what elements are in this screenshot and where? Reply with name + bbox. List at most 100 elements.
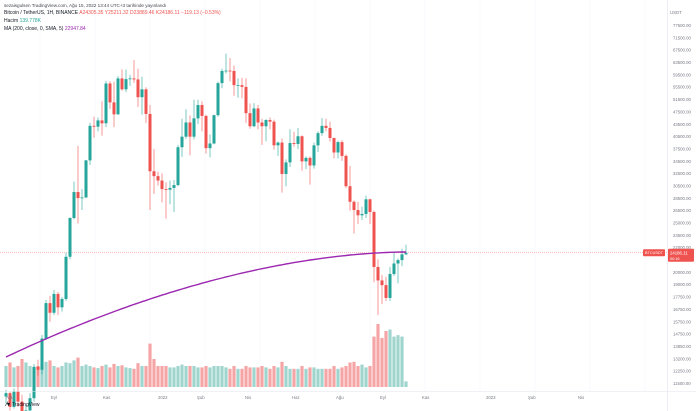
candle-body	[144, 89, 148, 114]
candle-body	[372, 211, 376, 267]
candle-body	[52, 293, 56, 313]
candle-body	[268, 120, 272, 122]
volume-bar	[28, 366, 32, 387]
candle	[376, 259, 380, 315]
candle	[40, 334, 44, 375]
price-marker-value: 24186.11	[670, 250, 688, 255]
ma-legend[interactable]: MA (200, close, 0, SMA, 5) 22947.84	[4, 26, 86, 33]
symbol-legend[interactable]: Bitcoin / TetherUS, 1H, BINANCE A24305.3…	[4, 10, 221, 17]
volume-bar	[252, 367, 256, 387]
price-tick-label: 13200.00	[673, 356, 692, 361]
candle	[84, 159, 88, 199]
candle-body	[64, 256, 68, 299]
price-tick-label: 15750.00	[673, 319, 692, 324]
candle	[288, 129, 292, 168]
candle	[108, 81, 112, 109]
candle-body	[196, 105, 200, 119]
candle	[384, 276, 388, 302]
volume-legend[interactable]: Hacim 139.778K	[4, 18, 41, 25]
price-tick-label: 25000.00	[673, 221, 692, 226]
candle	[124, 69, 128, 93]
volume-bar	[112, 363, 116, 387]
candle-body	[312, 145, 316, 166]
tradingview-logo[interactable]: ⁄▾ TradingView	[6, 401, 40, 409]
candle-body	[108, 83, 112, 103]
candle	[228, 57, 232, 82]
candle	[336, 140, 340, 159]
volume-bar	[132, 368, 136, 387]
volume-bar	[336, 368, 340, 387]
volume-bar	[320, 368, 324, 387]
volume-bar	[100, 366, 104, 387]
candle	[392, 251, 396, 276]
candle	[116, 76, 120, 115]
volume-bar	[300, 366, 304, 387]
volume-bar	[372, 336, 376, 387]
candle-body	[280, 142, 284, 174]
volume-bar	[204, 366, 208, 387]
candle	[276, 141, 280, 156]
volume-bar	[304, 368, 308, 387]
time-tick-label: Şub	[197, 395, 205, 400]
candle	[264, 119, 268, 142]
candle-body	[36, 366, 40, 370]
volume-bar	[400, 336, 404, 387]
volume-bar	[120, 365, 124, 387]
volume-bar	[160, 366, 164, 387]
candle	[164, 182, 168, 219]
volume-bar	[168, 367, 172, 387]
candle	[72, 181, 76, 220]
volume-bar	[176, 366, 180, 387]
candle-body	[104, 83, 108, 124]
volume-bar	[288, 368, 292, 387]
candle	[112, 81, 116, 128]
candle	[160, 173, 164, 203]
candle-body	[8, 393, 12, 407]
price-tick-label: 23500.00	[673, 233, 692, 238]
candle	[92, 116, 96, 138]
volume-bar	[224, 367, 228, 387]
candle	[56, 291, 60, 315]
candle-body	[388, 274, 392, 298]
volume-bar	[248, 367, 252, 387]
candle-body	[128, 78, 132, 80]
volume-bar	[16, 366, 20, 387]
change-value: −119.13 (−0.53%)	[181, 10, 221, 16]
candle	[44, 300, 48, 340]
candle-body	[16, 391, 20, 402]
price-marker-countdown: 00:16	[670, 257, 680, 261]
time-tick-label: Haz	[292, 395, 300, 400]
volume-bar	[308, 367, 312, 387]
candle	[260, 118, 264, 145]
volume-bar	[340, 367, 344, 387]
price-tick-label: 30500.00	[673, 183, 692, 188]
time-tick-label: 2022	[158, 395, 168, 400]
candle-body	[68, 217, 72, 257]
volume-bar	[116, 366, 120, 387]
candle-body	[164, 189, 168, 190]
candle-body	[380, 280, 384, 286]
volume-bar	[212, 366, 216, 387]
price-tick-label: 11500.00	[673, 381, 691, 386]
volume-bar	[24, 362, 28, 387]
candle-body	[320, 125, 324, 134]
volume-bar	[96, 368, 100, 387]
candle	[172, 179, 176, 212]
candle-body	[324, 125, 328, 128]
price-tick-label: 13850.00	[673, 344, 692, 349]
volume-bar	[40, 364, 44, 387]
volume-bar	[72, 360, 76, 387]
volume-bar	[144, 366, 148, 387]
candle	[52, 289, 56, 315]
volume-bar	[88, 366, 92, 387]
candle	[232, 65, 236, 96]
volume-bar	[108, 367, 112, 387]
volume-bar	[352, 361, 356, 387]
candle-body	[112, 102, 116, 115]
volume-bar	[140, 366, 144, 387]
candle	[216, 81, 220, 117]
candle	[32, 363, 36, 402]
candle-body	[204, 115, 208, 149]
candle-body	[356, 210, 360, 216]
